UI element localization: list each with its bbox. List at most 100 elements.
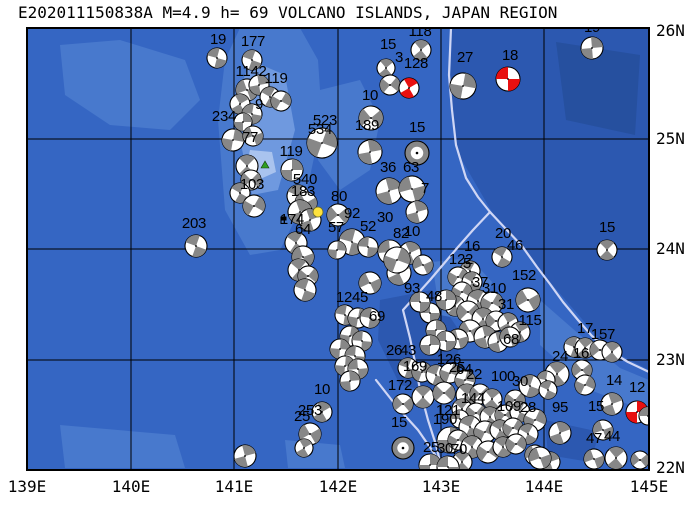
beachball (405, 200, 429, 224)
beachball (221, 128, 245, 152)
beachball-depth-label: 18 (502, 47, 518, 64)
latitude-label: 22N (656, 458, 685, 477)
latitude-label: 23N (656, 350, 685, 369)
beachball (574, 374, 596, 396)
beachball-depth-label: 15 (599, 219, 615, 236)
beachball-depth-label: 28 (520, 399, 536, 416)
beachball-depth-label: 157 (591, 326, 615, 343)
beachball-depth-label: 47 (586, 430, 602, 447)
beachball-depth-label: 15 (588, 398, 604, 415)
beachball-depth-label: 15 (391, 414, 407, 431)
beachball-depth-label: 144 (461, 390, 485, 407)
beachball-depth-label: 68 (503, 331, 519, 348)
beachball (327, 240, 347, 260)
beachball (528, 446, 552, 470)
beachball (499, 326, 521, 348)
beachball (241, 49, 263, 71)
page-title: E202011150838A M=4.9 h= 69 VOLCANO ISLAN… (18, 3, 558, 22)
beachball (358, 105, 384, 131)
beachball (419, 334, 441, 356)
beachball-depth-label: 119 (264, 70, 287, 87)
beachball (410, 39, 432, 61)
beachball (638, 406, 649, 426)
beachball-depth-label: 203 (182, 215, 206, 232)
beachball-depth-label: 190 (433, 411, 457, 428)
beachball-depth-label: 36 (380, 159, 396, 176)
beachball-depth-label: 20 (495, 225, 511, 242)
longitude-label: 139E (8, 477, 47, 496)
beachball (306, 127, 338, 159)
beachball (294, 438, 314, 458)
beachball (376, 58, 396, 78)
beachball (604, 446, 628, 470)
longitude-label: 142E (319, 477, 358, 496)
beachball (505, 433, 527, 455)
beachball (411, 385, 435, 409)
beachball-depth-label: 80 (331, 188, 347, 205)
beachball (358, 271, 382, 295)
beachball-depth-label: 118 (408, 23, 431, 40)
longitude-label: 143E (422, 477, 461, 496)
beachball-depth-label: 31 (498, 296, 514, 313)
flag-marker (280, 216, 287, 224)
latitude-label: 26N (656, 21, 685, 40)
beachball (242, 125, 264, 147)
beachball-depth-label: 30 (512, 373, 528, 390)
bathymetry-blob (556, 42, 640, 135)
beachball (359, 307, 381, 329)
beachball-depth-label: 27 (457, 49, 473, 66)
beachball-depth-label: 16 (573, 345, 589, 362)
longitude-label: 141E (215, 477, 254, 496)
beachball-depth-label: 64 (456, 361, 472, 378)
beachball (630, 450, 649, 470)
beachball (449, 72, 477, 100)
bathymetry-blob (60, 425, 185, 468)
beachball (518, 374, 542, 398)
beachball (184, 234, 208, 258)
latitude-label: 24N (656, 239, 685, 258)
beachball-depth-label: 183 (291, 183, 315, 200)
beachball (538, 380, 558, 400)
beachball-depth-label: 152 (512, 267, 536, 284)
beachball-depth-label: 43 (400, 342, 416, 359)
beachball (495, 66, 521, 92)
beachball-depth-label: 26 (386, 342, 402, 359)
beachball-depth-label: 121 (436, 402, 460, 419)
beachball-depth-label: 17 (577, 320, 593, 337)
beachball (398, 77, 420, 99)
beachball (339, 370, 361, 392)
beachball-depth-label: 14 (606, 372, 622, 389)
beachball (601, 341, 623, 363)
beachball-depth-label: 30 (377, 209, 393, 226)
beachball (515, 287, 541, 313)
beachball-depth-label: 92 (344, 205, 360, 222)
beachball (592, 419, 614, 441)
longitude-label: 140E (112, 477, 151, 496)
beachball-depth-label: 523 (313, 112, 337, 129)
beachball-depth-label: 189 (355, 117, 379, 134)
beachball-depth-label: 172 (388, 377, 412, 394)
beachball-depth-label: 128 (404, 55, 428, 72)
beachball-depth-label: 70 (451, 441, 467, 458)
beachball-depth-label: 12 (629, 379, 645, 396)
beachball-depth-label: 15 (409, 119, 425, 136)
beachball (357, 236, 379, 258)
beachball-depth-label: 37 (472, 274, 488, 291)
beachball (435, 289, 457, 311)
beachball-depth-label: 5 (463, 255, 471, 272)
beachball-depth-label: 119 (279, 143, 302, 160)
beachball-depth-label: 44 (604, 428, 620, 445)
yellow-dot-marker (312, 206, 324, 218)
beachball-depth-label: 10 (404, 223, 420, 240)
beachball (379, 74, 401, 96)
plate-boundary-line (401, 210, 492, 470)
beachball (293, 278, 317, 302)
beachball (235, 154, 259, 178)
beachball (583, 448, 605, 470)
beachball (432, 381, 456, 405)
beachball (436, 455, 460, 470)
beachball (481, 388, 503, 410)
beachball-depth-label: 174 (280, 211, 304, 228)
